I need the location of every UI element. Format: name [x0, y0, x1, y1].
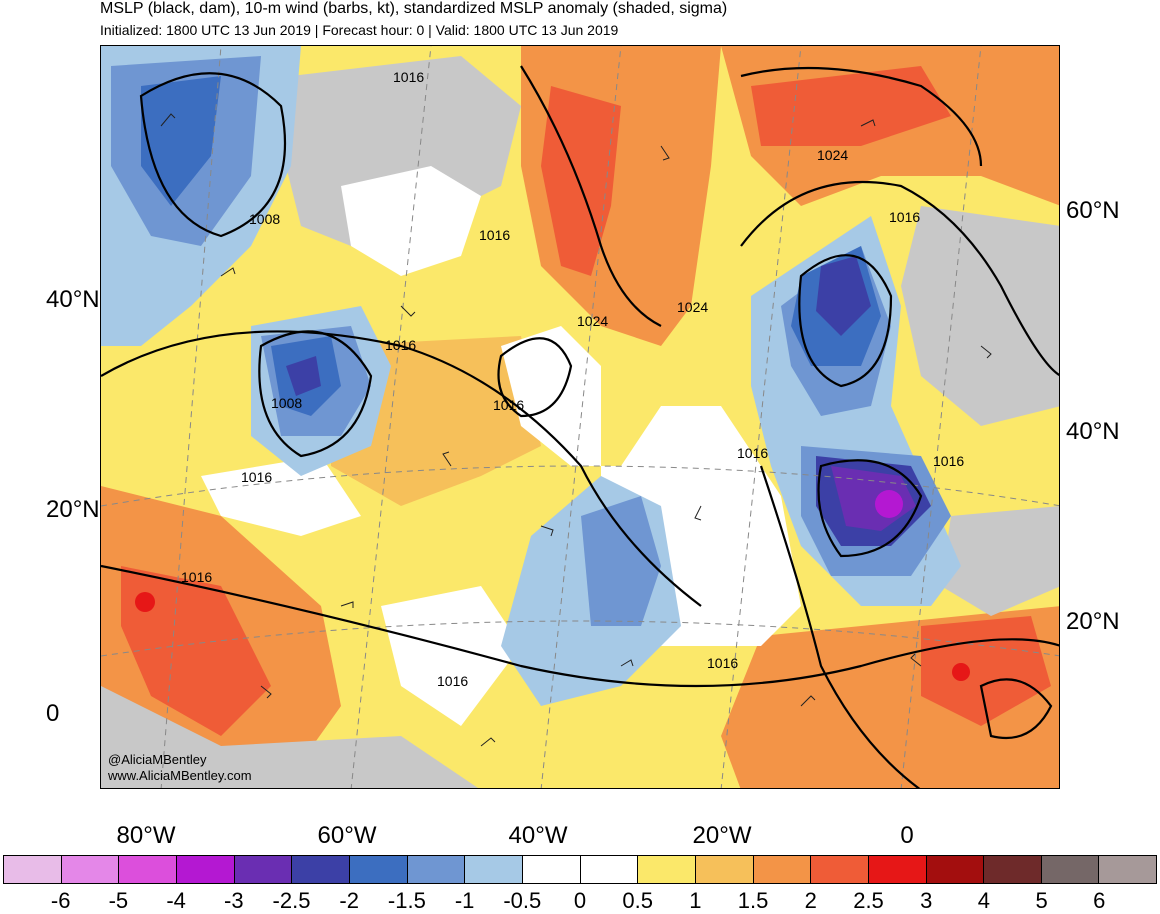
contour-label: 1016 — [385, 337, 416, 353]
colorbar-tick-label: -5 — [108, 888, 129, 913]
colorbar — [3, 855, 1157, 884]
colorbar-tick-label: 2.5 — [853, 888, 884, 913]
colorbar-swatch — [119, 856, 177, 883]
contour-label: 1016 — [933, 453, 964, 469]
colorbar-swatch — [349, 856, 408, 883]
colorbar-swatch — [61, 856, 120, 883]
gray-region — [101, 686, 479, 788]
lat-label-left: 0 — [46, 700, 60, 727]
lat-label-right: 40°N — [1066, 418, 1120, 445]
contour-label: 1024 — [677, 299, 708, 315]
contour-label: 1016 — [479, 227, 510, 243]
colorbar-tick-label: -2.5 — [272, 888, 311, 913]
gray-region — [941, 506, 1059, 616]
anomaly-region — [816, 256, 871, 336]
contour-label: 1016 — [437, 673, 468, 689]
colorbar-swatch — [465, 856, 523, 883]
colorbar-tick-label: -4 — [166, 888, 186, 913]
lon-label: 0 — [900, 822, 914, 849]
colorbar-swatch — [638, 856, 696, 883]
colorbar-tick-label: 4 — [977, 888, 991, 913]
colorbar-tick-label: -1.5 — [387, 888, 426, 913]
lat-label-left: 40°N — [46, 286, 100, 313]
anomaly-region — [921, 616, 1051, 726]
colorbar-swatch — [868, 856, 927, 883]
colorbar-swatch — [926, 856, 985, 883]
colorbar-tick-label: -2 — [339, 888, 359, 913]
credit-url: www.AliciaMBentley.com — [108, 768, 252, 783]
colorbar-swatch — [234, 856, 293, 883]
colorbar-tick-label: -0.5 — [503, 888, 542, 913]
lat-label-right: 60°N — [1066, 197, 1120, 224]
colorbar-swatch — [176, 856, 235, 883]
wind-barbs — [160, 113, 992, 747]
lon-label: 80°W — [116, 822, 176, 849]
contour-label: 1016 — [181, 569, 212, 585]
contour-label: 1008 — [271, 395, 302, 411]
graticule — [101, 46, 1059, 788]
colorbar-tick-label: 5 — [1035, 888, 1048, 913]
contour-label: 1024 — [577, 313, 608, 329]
lon-label: 60°W — [317, 822, 377, 849]
colorbar-tick-label: 6 — [1093, 888, 1106, 913]
lon-label: 40°W — [508, 822, 568, 849]
colorbar-tick-label: -1 — [454, 888, 475, 913]
map-title: MSLP (black, dam), 10-m wind (barbs, kt)… — [100, 0, 728, 17]
colorbar-swatch — [522, 856, 581, 883]
lat-label-right: 20°N — [1066, 608, 1120, 635]
contour-label: 1008 — [249, 211, 280, 227]
anomaly-region — [121, 566, 271, 736]
colorbar-swatch — [4, 856, 62, 883]
colorbar-tick-label: 3 — [920, 888, 933, 913]
contour-label: 1016 — [707, 655, 738, 671]
colorbar-tick-label: 2 — [804, 888, 817, 913]
white-region — [341, 166, 481, 276]
weather-map: 1016 1008 1016 1024 1016 1016 1008 1016 … — [100, 45, 1060, 789]
map-canvas: 1016 1008 1016 1024 1016 1016 1008 1016 … — [101, 46, 1059, 788]
colorbar-tick-label: 1 — [689, 888, 702, 913]
colorbar-swatch — [695, 856, 754, 883]
colorbar-tick-label: -3 — [224, 888, 244, 913]
colorbar-tick-label: -6 — [50, 888, 71, 913]
contour-label: 1024 — [817, 147, 848, 163]
anomaly-region — [581, 496, 661, 626]
anomaly-region — [286, 356, 321, 396]
colorbar-tick-label: 0.5 — [622, 888, 653, 913]
anomaly-region — [952, 663, 970, 681]
credit-handle: @AliciaMBentley — [108, 752, 207, 767]
contour-label: 1016 — [737, 445, 768, 461]
gray-region — [901, 206, 1059, 426]
lon-label: 20°W — [692, 822, 752, 849]
anomaly-region — [751, 66, 951, 146]
colorbar-swatch — [580, 856, 639, 883]
colorbar-swatch — [407, 856, 466, 883]
contour-label-group: 1016 1008 1016 1024 1016 1016 1008 1016 … — [181, 69, 964, 689]
white-region — [501, 326, 801, 646]
colorbar-tick-label: 0 — [573, 888, 587, 913]
colorbar-swatch — [1041, 856, 1100, 883]
lat-label-left: 20°N — [46, 496, 100, 523]
anomaly-region — [141, 76, 221, 206]
anomaly-region — [135, 592, 155, 612]
white-region — [381, 586, 521, 726]
contour-label: 1016 — [493, 397, 524, 413]
white-region — [201, 456, 361, 536]
contour-label: 1016 — [393, 69, 424, 85]
colorbar-swatch — [753, 856, 812, 883]
colorbar-swatch — [984, 856, 1042, 883]
isobars — [101, 65, 1059, 788]
colorbar-swatch — [292, 856, 350, 883]
colorbar-tick-label: 1.5 — [737, 888, 769, 913]
colorbar-swatch — [811, 856, 869, 883]
map-subtitle: Initialized: 1800 UTC 13 Jun 2019 | Fore… — [100, 22, 619, 38]
contour-label: 1016 — [241, 469, 272, 485]
anomaly-region — [875, 490, 903, 518]
contour-label: 1016 — [889, 209, 920, 225]
colorbar-swatch — [1099, 856, 1157, 883]
